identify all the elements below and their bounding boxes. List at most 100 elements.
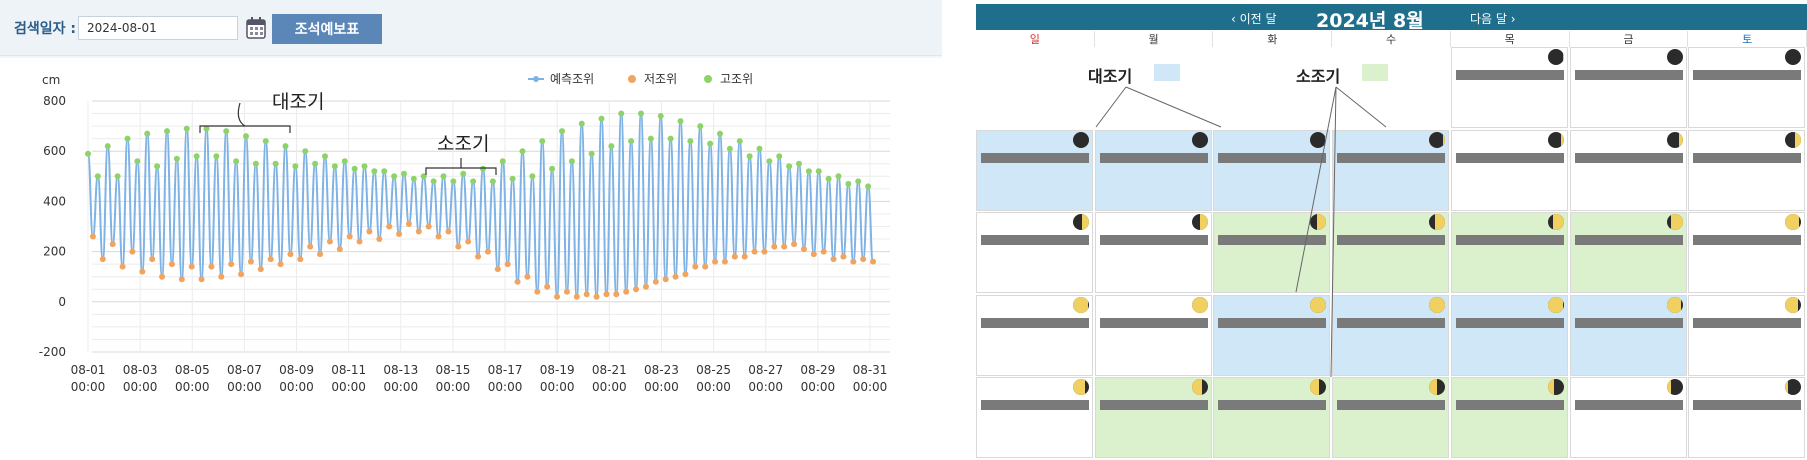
x-tick-label: 08-11 [331, 363, 366, 377]
high-tide-point [371, 168, 378, 175]
high-tide-point [134, 158, 141, 165]
day-cell-27[interactable] [1213, 377, 1331, 459]
low-tide-point [741, 253, 748, 260]
day-cell-19[interactable] [1094, 294, 1212, 376]
sunrise-sunset-bar [1218, 400, 1327, 411]
high-tide-point [687, 138, 694, 145]
x-tick-label: 08-05 [175, 363, 210, 377]
moon-phase-icon [1785, 379, 1802, 396]
high-tide-point [450, 178, 457, 185]
day-cell-11[interactable] [976, 212, 1093, 294]
high-tide-point [430, 178, 437, 185]
legend-high-swatch [704, 75, 712, 83]
x-tick-label: 00:00 [227, 380, 262, 394]
day-cell-9[interactable] [1569, 129, 1687, 211]
high-tide-point [282, 143, 289, 150]
low-tide-point [307, 243, 314, 250]
x-tick-label: 08-31 [853, 363, 888, 377]
day-cell-12[interactable] [1094, 212, 1212, 294]
moon-phase-icon [1666, 49, 1683, 65]
high-tide-point [845, 180, 852, 187]
day-cell-15[interactable] [1450, 212, 1568, 294]
low-tide-point [218, 273, 225, 280]
low-tide-point [603, 291, 610, 298]
low-tide-point [317, 251, 324, 258]
day-cell-6[interactable] [1213, 129, 1331, 211]
low-tide-point [583, 291, 590, 298]
low-tide-point [672, 273, 679, 280]
moon-phase-icon [1429, 296, 1446, 313]
day-cell-21[interactable] [1332, 294, 1450, 376]
day-cell-10[interactable] [1688, 129, 1806, 211]
day-cell-3[interactable] [1688, 47, 1806, 128]
x-tick-label: 08-17 [488, 363, 523, 377]
low-tide-point [386, 223, 393, 230]
high-tide-point [717, 130, 723, 137]
low-tide-point [267, 256, 274, 263]
low-tide-point [465, 238, 472, 245]
day-cell-18[interactable] [976, 294, 1093, 376]
sunrise-sunset-bar [1693, 400, 1802, 411]
low-tide-point [534, 288, 541, 295]
next-month-link[interactable]: 다음 달 › [1470, 12, 1516, 26]
day-cell-13[interactable] [1213, 212, 1331, 294]
search-date-input[interactable] [78, 16, 238, 40]
weekday-header: 화 [1213, 31, 1333, 47]
spring-tide-annotation: 대조기 [272, 91, 324, 113]
sunrise-sunset-bar [1099, 400, 1208, 411]
high-tide-point [529, 173, 536, 180]
high-tide-point [776, 153, 783, 160]
day-cell-25[interactable] [976, 377, 1093, 459]
y-tick-label: 400 [43, 194, 66, 208]
day-cell-1[interactable] [1450, 47, 1568, 128]
low-tide-point [119, 263, 126, 270]
day-cell-20[interactable] [1213, 294, 1331, 376]
low-tide-point [652, 278, 659, 285]
low-tide-point [514, 278, 521, 285]
moon-phase-icon [1429, 214, 1446, 231]
tide-forecast-button[interactable]: 조석예보표 [272, 14, 382, 44]
calendar-icon[interactable] [246, 17, 266, 39]
day-cell-29[interactable] [1450, 377, 1568, 459]
day-cell-17[interactable] [1688, 212, 1806, 294]
moon-phase-icon [1547, 131, 1564, 148]
x-tick-label: 08-09 [279, 363, 314, 377]
sunrise-sunset-bar [1337, 400, 1446, 411]
sunrise-sunset-bar [1099, 152, 1208, 163]
weekday-header: 목 [1450, 31, 1570, 47]
day-cell-16[interactable] [1569, 212, 1687, 294]
sunrise-sunset-bar [1337, 152, 1446, 163]
day-cell-14[interactable] [1332, 212, 1450, 294]
high-tide-point [549, 165, 556, 172]
moon-phase-icon [1547, 214, 1564, 231]
low-tide-point [326, 238, 333, 245]
day-cell-26[interactable] [1094, 377, 1212, 459]
day-cell-30[interactable] [1569, 377, 1687, 459]
day-cell-28[interactable] [1332, 377, 1450, 459]
low-tide-point [425, 223, 432, 230]
day-cell-23[interactable] [1569, 294, 1687, 376]
day-cell-24[interactable] [1688, 294, 1806, 376]
high-tide-point [618, 110, 625, 117]
day-cell-22[interactable] [1450, 294, 1568, 376]
low-tide-point [860, 256, 867, 263]
x-tick-label: 08-27 [748, 363, 783, 377]
high-tide-point [756, 145, 763, 152]
high-tide-point [519, 148, 526, 155]
low-tide-point [761, 248, 768, 255]
day-cell-5[interactable] [1094, 129, 1212, 211]
day-cell-7[interactable] [1332, 129, 1450, 211]
search-date-label: 검색일자 : [14, 21, 76, 37]
legend-low-swatch [628, 75, 636, 83]
day-cell-2[interactable] [1569, 47, 1687, 128]
low-tide-point [850, 258, 857, 265]
low-tide-point [692, 263, 699, 270]
high-tide-point [322, 153, 328, 160]
prev-month-link[interactable]: ‹ 이전 달 [1231, 12, 1277, 26]
day-cell-31[interactable] [1688, 377, 1806, 459]
day-cell-4[interactable] [976, 129, 1093, 211]
sunrise-sunset-bar [1574, 70, 1683, 80]
day-cell-8[interactable] [1450, 129, 1568, 211]
low-tide-point [228, 261, 235, 268]
